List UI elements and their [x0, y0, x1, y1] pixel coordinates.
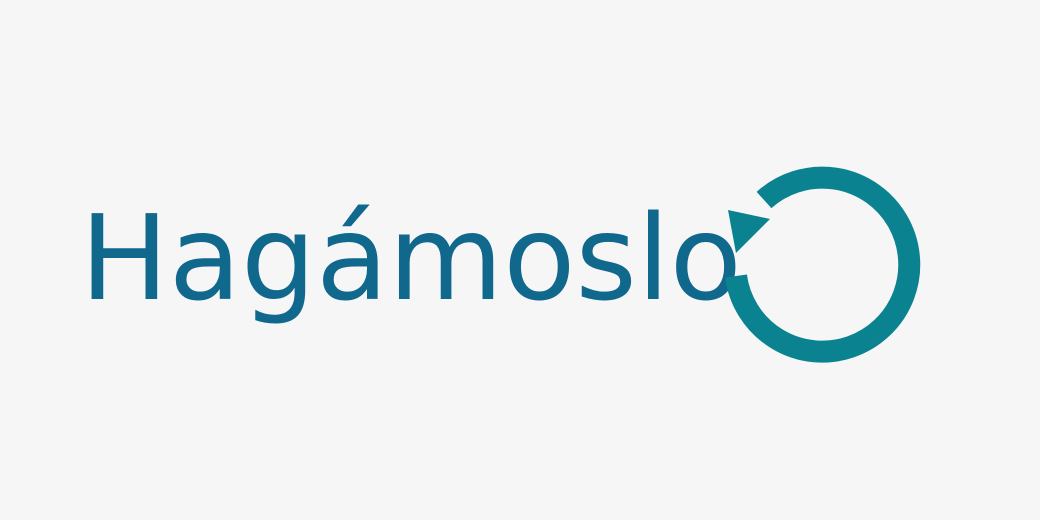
logo-wordmark: Hagámoslo [80, 189, 742, 327]
refresh-arrow-icon [718, 155, 933, 370]
